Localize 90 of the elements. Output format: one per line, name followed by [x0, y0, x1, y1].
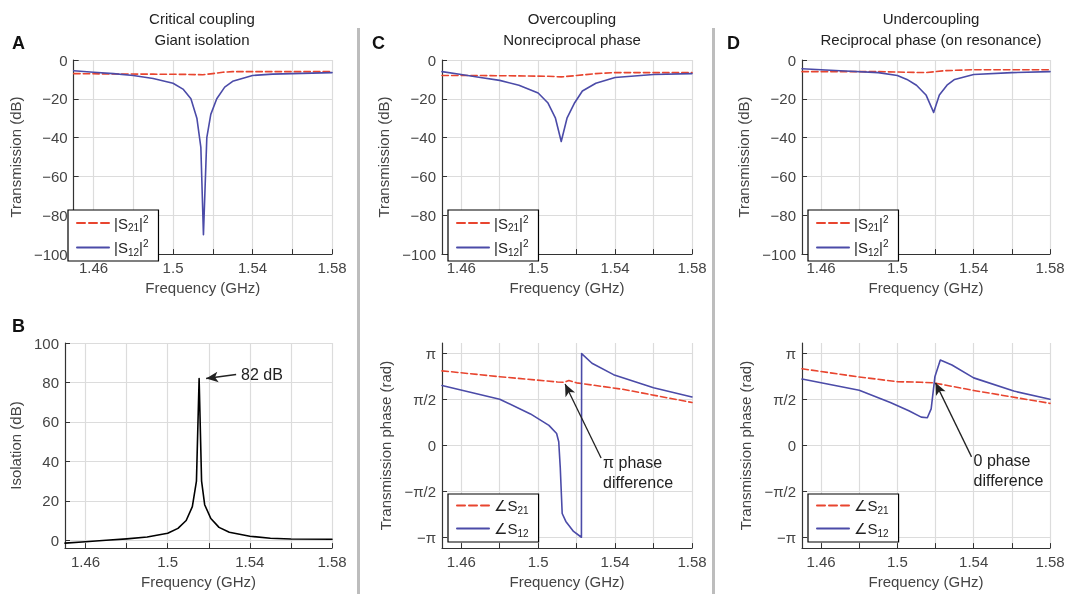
y-axis-title: Transmission (dB): [735, 96, 753, 218]
chart-subtitle: Nonreciprocal phase: [503, 31, 641, 48]
x-tick-label: 1.54: [237, 259, 268, 277]
y-tick-label: −60: [42, 167, 68, 185]
y-tick-label: π: [425, 345, 436, 362]
x-tick-label: 1.5: [527, 553, 549, 571]
x-tick-label: 1.5: [162, 259, 184, 277]
y-tick-label: −20: [770, 90, 796, 108]
y-axis-title: Transmission phase (rad): [377, 360, 395, 531]
text: B: [12, 316, 25, 336]
line-series: [801, 67, 1051, 114]
y-tick-label: 0: [427, 51, 436, 69]
x-tick-label: 1.58: [1035, 259, 1065, 277]
y-tick-label: −100: [762, 245, 796, 263]
y-tick-label: 80: [42, 373, 59, 391]
x-axis-title: Frequency (GHz): [140, 573, 257, 590]
x-tick-label: 1.58: [317, 553, 347, 571]
text: D: [727, 33, 740, 53]
annotation: 0 phase difference: [973, 452, 1044, 490]
x-tick-label: 1.5: [527, 259, 549, 277]
chart-title: Critical coupling: [149, 10, 255, 27]
x-axis-title: Frequency (GHz): [868, 279, 984, 296]
line-series: [441, 70, 693, 143]
y-tick-label: −20: [410, 90, 436, 108]
y-tick-label: 40: [42, 452, 59, 470]
x-tick-label: 1.54: [600, 553, 630, 571]
x-axis-title: Frequency (GHz): [868, 573, 984, 590]
y-tick-label: 60: [42, 413, 59, 431]
y-tick-label: 0: [427, 437, 436, 455]
line-series: [441, 352, 693, 539]
x-tick-label: 1.46: [806, 259, 836, 277]
x-tick-label: 1.46: [446, 553, 476, 571]
chart-subtitle: Reciprocal phase (on resonance): [820, 31, 1042, 48]
x-tick-label: 1.58: [677, 259, 707, 277]
y-tick-label: −80: [410, 206, 436, 224]
x-axis-title: Frequency (GHz): [145, 279, 261, 296]
chart-title: Undercoupling: [882, 10, 980, 27]
y-tick-label: 0: [787, 51, 796, 69]
y-tick-label: 100: [33, 334, 59, 352]
x-tick-label: 1.54: [600, 259, 630, 277]
text: C: [372, 33, 385, 53]
x-tick-label: 1.54: [235, 553, 265, 571]
line-series: [801, 359, 1051, 419]
y-tick-label: π/2: [773, 391, 796, 409]
x-tick-label: 1.5: [886, 259, 908, 277]
y-axis-title: Transmission phase (rad): [737, 360, 755, 531]
x-tick-label: 1.54: [959, 553, 989, 571]
y-tick-label: −20: [42, 90, 68, 108]
x-tick-label: 1.54: [959, 259, 989, 277]
x-tick-label: 1.46: [446, 259, 476, 277]
y-tick-label: π: [785, 345, 796, 362]
y-tick-label: 0: [59, 51, 68, 69]
x-tick-label: 1.58: [1035, 553, 1065, 571]
y-tick-label: −80: [42, 206, 68, 224]
y-tick-label: −100: [33, 245, 68, 263]
x-tick-label: 1.46: [70, 553, 101, 571]
y-tick-label: −100: [402, 245, 436, 263]
y-tick-label: −40: [770, 129, 796, 147]
annotation: π phase difference: [603, 453, 674, 491]
y-tick-label: 20: [42, 492, 59, 510]
x-tick-label: 1.58: [677, 553, 707, 571]
x-tick-label: 1.58: [317, 259, 347, 277]
x-tick-label: 1.46: [806, 553, 836, 571]
y-tick-label: −80: [770, 206, 796, 224]
line-series: [801, 367, 1051, 405]
y-tick-label: π/2: [413, 391, 436, 409]
x-axis-title: Frequency (GHz): [509, 279, 625, 296]
y-tick-label: 0: [787, 437, 796, 455]
y-axis-title: Isolation (dB): [7, 401, 24, 490]
line-series: [72, 69, 333, 236]
chart-subtitle: Giant isolation: [154, 31, 250, 48]
y-tick-label: −π: [776, 529, 796, 547]
chart-title: Overcoupling: [527, 10, 617, 27]
line-series: [441, 370, 693, 404]
y-tick-label: −60: [770, 167, 796, 185]
y-tick-label: −60: [410, 167, 436, 185]
x-tick-label: 1.5: [886, 553, 908, 571]
y-tick-label: −π/2: [764, 483, 796, 501]
y-tick-label: 0: [50, 531, 59, 549]
x-tick-label: 1.5: [157, 553, 179, 571]
y-axis-title: Transmission (dB): [7, 96, 24, 218]
annotation: 82 dB: [241, 366, 283, 383]
y-tick-label: −40: [410, 129, 436, 147]
y-axis-title: Transmission (dB): [375, 96, 393, 218]
y-tick-label: −π/2: [404, 483, 436, 501]
y-tick-label: −π: [416, 529, 436, 547]
text: A: [12, 33, 25, 53]
x-axis-title: Frequency (GHz): [509, 573, 625, 590]
y-tick-label: −40: [42, 129, 68, 147]
x-tick-label: 1.46: [78, 259, 109, 277]
